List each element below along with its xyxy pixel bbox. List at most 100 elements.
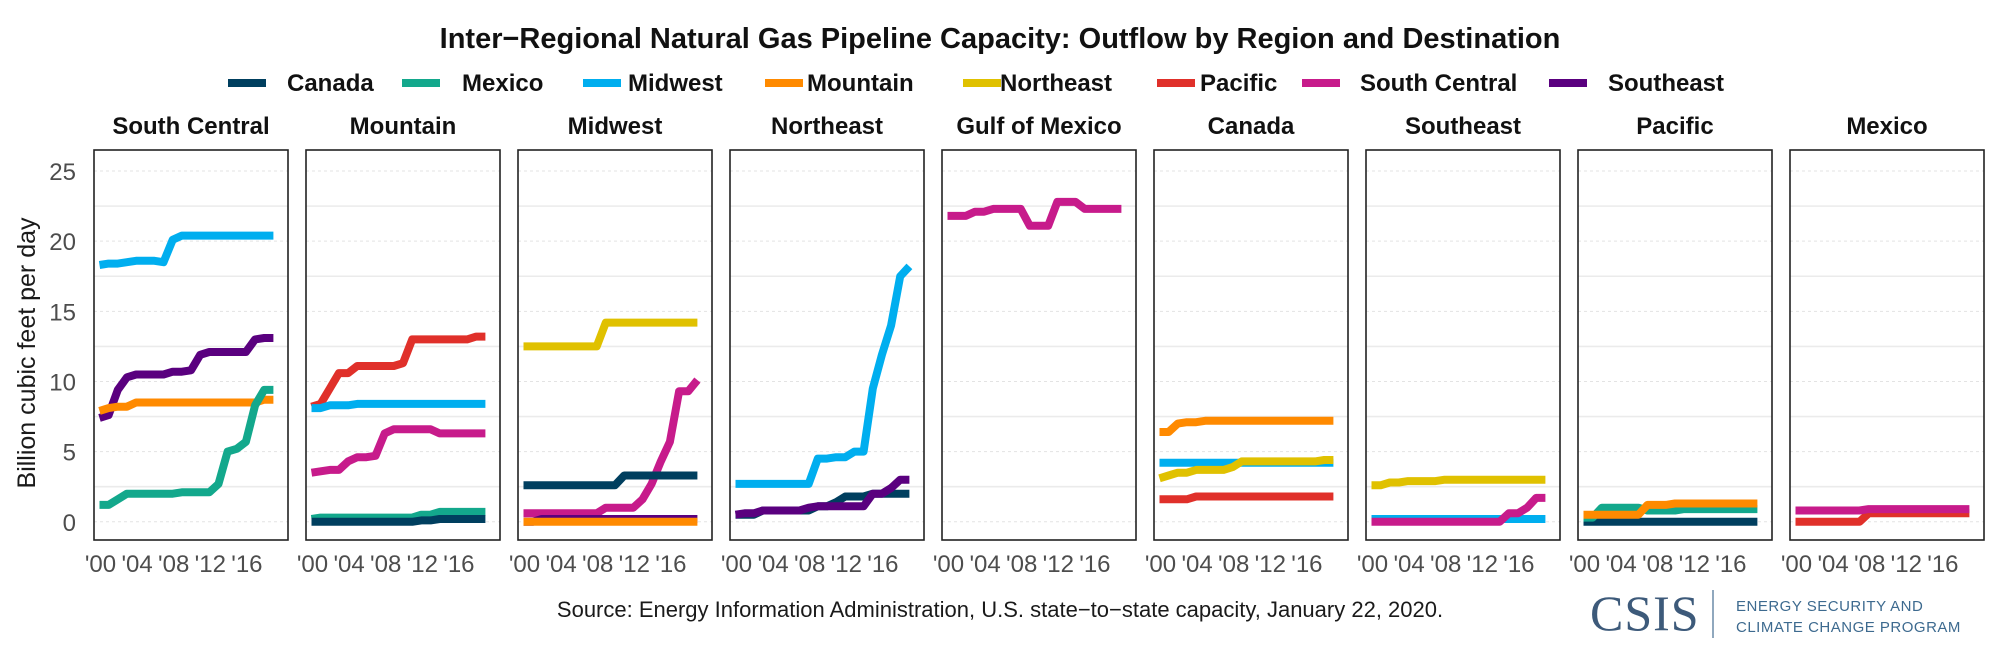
series-line-mountain [1583, 499, 1758, 519]
panel-northeast: Northeast '00'04'08'12'16 [721, 113, 925, 578]
series-line-midwest [311, 399, 486, 413]
x-tick-label: '04 [545, 551, 576, 578]
x-tick-label: '04 [1181, 551, 1212, 578]
series-line-midwest [735, 263, 913, 488]
x-tick-label: '12 [1467, 551, 1498, 578]
legend-swatch [963, 79, 1001, 87]
series-line-south-central [1795, 505, 1970, 515]
panel-frame [1365, 149, 1561, 541]
series-line-canada [311, 515, 486, 526]
legend-swatch [765, 79, 803, 87]
legend-swatch [1302, 79, 1340, 87]
legend-swatch [402, 79, 440, 87]
x-tick-label: '00 [933, 551, 964, 578]
x-tick-label: '00 [1569, 551, 1600, 578]
y-tick-label: 25 [49, 159, 76, 186]
legend-swatch [583, 79, 621, 87]
legend-label: Mexico [462, 70, 543, 97]
y-tick-label: 20 [49, 229, 76, 256]
x-tick-label: '04 [121, 551, 152, 578]
x-tick-label: '12 [831, 551, 862, 578]
legend-label: Pacific [1200, 70, 1277, 97]
legend-label: Canada [287, 70, 374, 97]
series-line-pacific [1795, 509, 1970, 526]
series-line-pacific [310, 332, 486, 411]
legend-item-pacific: Pacific [1157, 70, 1277, 97]
x-tick-label: '04 [333, 551, 364, 578]
x-tick-label: '04 [757, 551, 788, 578]
legend-swatch [228, 79, 266, 87]
x-tick-label: '00 [509, 551, 540, 578]
panel-frame [729, 149, 925, 541]
panel-frame [1153, 149, 1349, 541]
x-tick-label: '00 [1781, 551, 1812, 578]
x-tick-label: '12 [1255, 551, 1286, 578]
legend-item-canada: Canada [228, 70, 374, 97]
legend-item-mountain: Mountain [765, 70, 914, 97]
legend-item-southeast: Southeast [1549, 70, 1724, 97]
x-tick-label: '16 [1927, 551, 1958, 578]
legend-label: Northeast [1000, 70, 1112, 97]
x-tick-label: '08 [1854, 551, 1885, 578]
x-tick-label: '16 [1291, 551, 1322, 578]
csis-logo: CSIS ENERGY SECURITY AND CLIMATE CHANGE … [1590, 585, 1960, 641]
panel-title: South Central [112, 113, 269, 140]
x-tick-label: '16 [1503, 551, 1534, 578]
legend-item-mexico: Mexico [402, 70, 543, 97]
x-tick-label: '04 [1393, 551, 1424, 578]
y-tick-label: 5 [63, 440, 76, 467]
panel-title: Mountain [350, 113, 457, 140]
x-tick-label: '08 [1642, 551, 1673, 578]
x-tick-label: '16 [443, 551, 474, 578]
panel-mountain: Mountain '00'04'08'12'16 [297, 113, 501, 578]
y-tick-label: 15 [49, 299, 76, 326]
x-tick-label: '00 [85, 551, 116, 578]
panel-title: Canada [1208, 113, 1295, 140]
x-tick-label: '12 [195, 551, 226, 578]
y-tick-label: 10 [49, 369, 76, 396]
x-tick-label: '16 [1079, 551, 1110, 578]
series-line-pacific [1159, 492, 1334, 504]
series-line-northeast [1371, 475, 1546, 490]
x-tick-label: '12 [1679, 551, 1710, 578]
series-line-south-central [310, 425, 486, 477]
x-tick-label: '08 [794, 551, 825, 578]
panel-title: Southeast [1405, 113, 1521, 140]
x-tick-label: '12 [1891, 551, 1922, 578]
x-tick-label: '16 [231, 551, 262, 578]
legend-swatch [1157, 79, 1195, 87]
panel-title: Northeast [771, 113, 883, 140]
panel-frame [305, 149, 501, 541]
series-line-south-central [1371, 493, 1546, 526]
x-tick-label: '08 [370, 551, 401, 578]
legend: Canada Mexico Midwest Mountain Northeast Paci… [228, 70, 1724, 97]
legend-swatch [1549, 79, 1587, 87]
series-line-canada [523, 471, 698, 490]
x-tick-label: '08 [1430, 551, 1461, 578]
x-tick-label: '12 [1043, 551, 1074, 578]
panel-gulf-of-mexico: Gulf of Mexico '00'04'08'12'16 [933, 113, 1137, 578]
series-line-northeast [1158, 456, 1334, 483]
series-line-northeast [523, 318, 698, 351]
legend-item-south-central: South Central [1302, 70, 1517, 97]
x-tick-label: '16 [655, 551, 686, 578]
logo-line-1: ENERGY SECURITY AND [1736, 598, 1923, 615]
panel-southeast: Southeast '00'04'08'12'16 [1357, 113, 1561, 578]
x-tick-label: '04 [1605, 551, 1636, 578]
series-line-mexico [310, 507, 486, 523]
panel-title: Pacific [1636, 113, 1713, 140]
panel-title: Gulf of Mexico [956, 113, 1121, 140]
panel-frame [517, 149, 713, 541]
x-tick-label: '16 [1715, 551, 1746, 578]
x-tick-label: '00 [721, 551, 752, 578]
x-tick-label: '00 [1145, 551, 1176, 578]
y-tick-label: 0 [63, 510, 76, 537]
x-tick-label: '12 [619, 551, 650, 578]
series-line-south-central [523, 377, 701, 518]
chart-title: Inter−Regional Natural Gas Pipeline Capa… [440, 23, 1561, 55]
x-tick-label: '04 [1817, 551, 1848, 578]
x-tick-label: '12 [407, 551, 438, 578]
series-line-southeast [734, 475, 910, 519]
